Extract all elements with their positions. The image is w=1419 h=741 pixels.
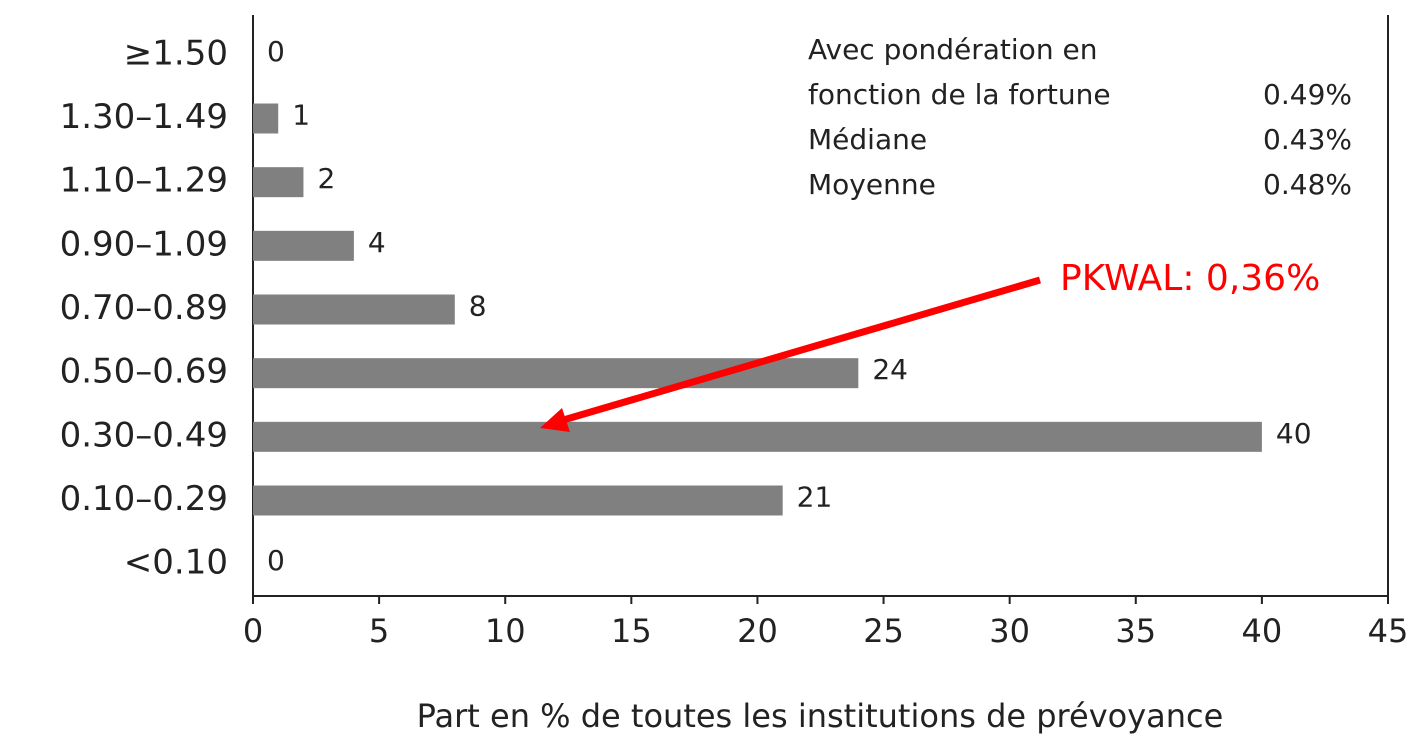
x-tick-label: 30 xyxy=(989,612,1030,650)
bar xyxy=(253,103,279,134)
value-label: 8 xyxy=(469,290,487,323)
value-label: 24 xyxy=(872,353,908,386)
y-tick-label: <0.10 xyxy=(124,543,228,583)
bar xyxy=(253,485,783,516)
x-tick-label: 45 xyxy=(1368,612,1409,650)
value-label: 2 xyxy=(317,162,335,195)
value-label: 4 xyxy=(368,226,386,259)
stats-value: 0.49% xyxy=(1263,78,1352,111)
stats-value: 0.48% xyxy=(1263,168,1352,201)
x-tick-label: 10 xyxy=(485,612,526,650)
y-tick-label: ≥1.50 xyxy=(124,33,228,73)
bar xyxy=(253,167,304,198)
stats-label: fonction de la fortune xyxy=(808,78,1111,111)
x-tick-label: 15 xyxy=(611,612,652,650)
stats-label: Avec pondération en xyxy=(808,33,1097,66)
y-tick-label: 1.30–1.49 xyxy=(60,97,228,137)
x-tick-label: 20 xyxy=(737,612,778,650)
x-tick-label: 25 xyxy=(863,612,904,650)
x-tick-label: 40 xyxy=(1242,612,1283,650)
y-tick-label: 0.10–0.29 xyxy=(60,479,228,519)
bar xyxy=(253,294,455,325)
x-tick-label: 0 xyxy=(243,612,263,650)
x-tick-label: 35 xyxy=(1115,612,1156,650)
annotation-text: PKWAL: 0,36% xyxy=(1060,258,1320,299)
y-tick-label: 0.70–0.89 xyxy=(60,288,228,328)
x-axis-label: Part en % de toutes les institutions de … xyxy=(417,697,1224,735)
bar xyxy=(253,230,354,261)
x-tick-label: 5 xyxy=(369,612,389,650)
value-label: 0 xyxy=(267,544,285,577)
y-tick-label: 0.50–0.69 xyxy=(60,352,228,392)
annotation-arrowhead xyxy=(540,408,570,432)
y-tick-label: 0.90–1.09 xyxy=(60,224,228,264)
value-label: 21 xyxy=(797,481,833,514)
value-label: 1 xyxy=(292,99,310,132)
stats-value: 0.43% xyxy=(1263,123,1352,156)
stats-label: Moyenne xyxy=(808,168,936,201)
bar xyxy=(253,421,1262,452)
value-label: 0 xyxy=(267,35,285,68)
stats-label: Médiane xyxy=(808,123,927,156)
y-tick-label: 1.10–1.29 xyxy=(60,161,228,201)
value-label: 40 xyxy=(1276,417,1312,450)
y-tick-label: 0.30–0.49 xyxy=(60,415,228,455)
annotation-arrow xyxy=(559,276,1041,425)
